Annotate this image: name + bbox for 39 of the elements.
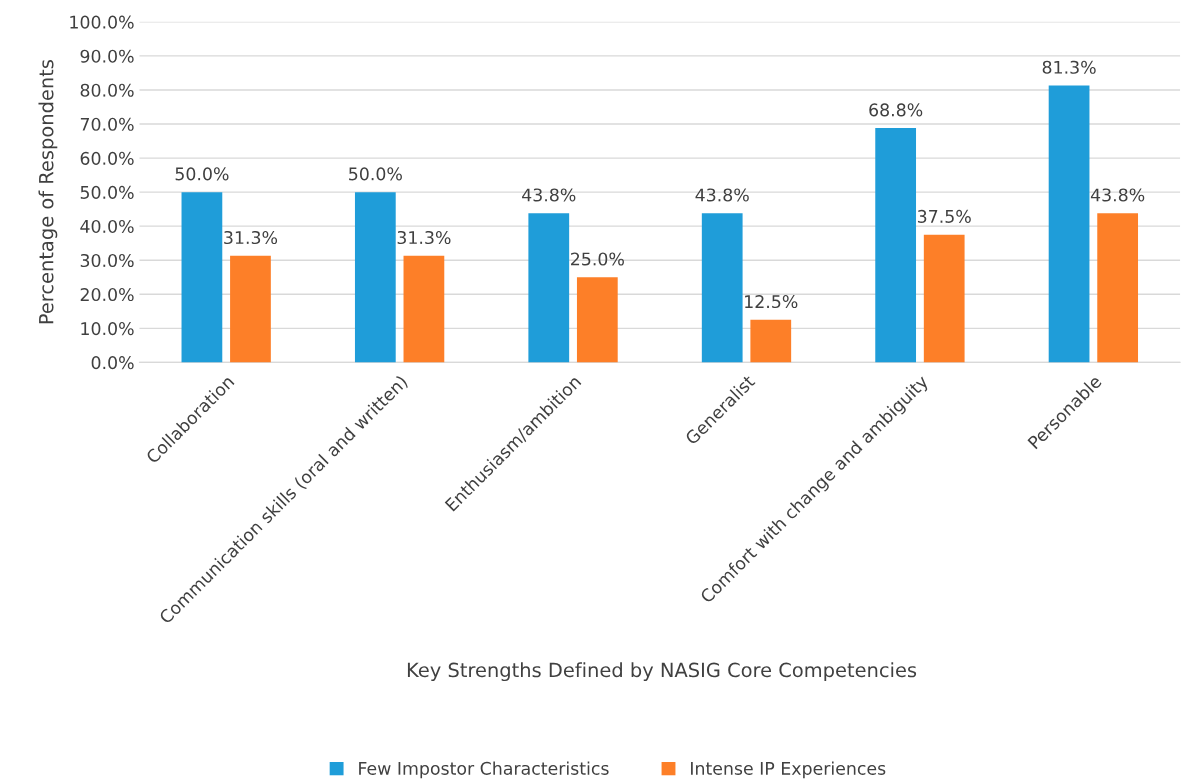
y-tick-label: 60.0% bbox=[80, 151, 134, 165]
y-axis-title: Percentage of Respondents bbox=[38, 60, 58, 324]
y-tick-label: 70.0% bbox=[80, 117, 134, 131]
data-label: 43.8% bbox=[695, 188, 749, 202]
y-tick-label: 20.0% bbox=[80, 287, 134, 302]
bar bbox=[354, 192, 396, 363]
data-label: 12.5% bbox=[745, 294, 798, 309]
data-label: 37.5% bbox=[917, 209, 971, 223]
data-label: 31.3% bbox=[397, 230, 451, 245]
y-tick-label: 100.0% bbox=[70, 15, 134, 29]
data-label: 50.0% bbox=[175, 167, 229, 181]
y-tick-label: 10.0% bbox=[81, 322, 134, 336]
bar bbox=[230, 255, 271, 363]
y-tick-label: 0.0% bbox=[91, 356, 134, 370]
bar bbox=[576, 277, 618, 363]
bar bbox=[528, 213, 570, 363]
data-label: 50.0% bbox=[349, 167, 402, 181]
y-tick-label: 50.0% bbox=[80, 185, 134, 199]
bar bbox=[1048, 85, 1090, 363]
bar bbox=[750, 319, 792, 363]
data-label: 81.3% bbox=[1042, 60, 1096, 74]
y-tick-label: 90.0% bbox=[80, 49, 134, 63]
bar bbox=[923, 234, 965, 363]
bar bbox=[403, 255, 445, 363]
data-label: 31.3% bbox=[224, 230, 278, 245]
y-tick-label: 30.0% bbox=[80, 253, 134, 268]
bar bbox=[701, 213, 743, 363]
data-label: 68.8% bbox=[869, 103, 923, 117]
data-label: 43.8% bbox=[1090, 188, 1145, 202]
bar bbox=[1097, 213, 1139, 363]
y-tick-label: 40.0% bbox=[80, 219, 134, 234]
bar bbox=[181, 192, 223, 363]
legend-label: Intense IP Experiences bbox=[691, 761, 886, 779]
x-axis-title: Key Strengths Defined by NASIG Core Competencies bbox=[407, 662, 917, 682]
bar bbox=[875, 128, 917, 363]
data-label: 25.0% bbox=[571, 252, 624, 266]
y-tick-label: 80.0% bbox=[80, 83, 134, 97]
data-label: 43.8% bbox=[522, 188, 576, 202]
legend-label: Few Impostor Characteristics bbox=[359, 761, 609, 779]
